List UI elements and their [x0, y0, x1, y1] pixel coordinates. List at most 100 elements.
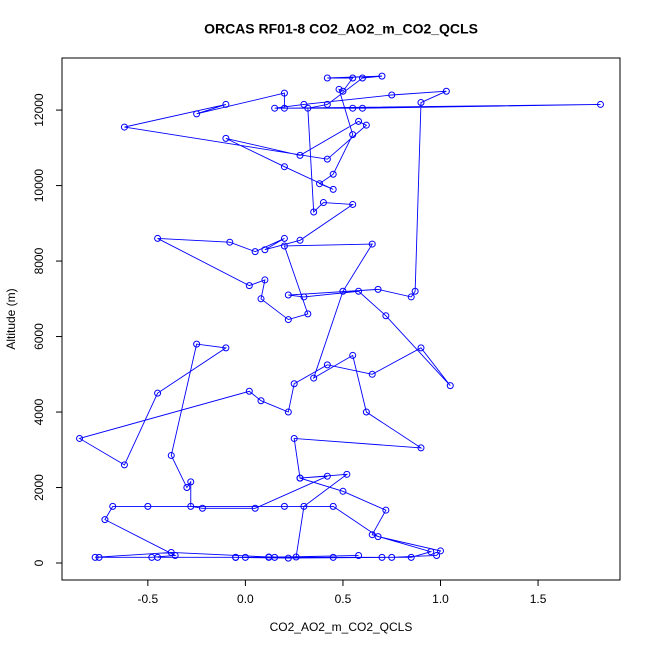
x-tick-label: 1.0	[432, 592, 449, 606]
data-point	[144, 502, 152, 510]
data-point	[280, 502, 288, 510]
data-point	[290, 434, 298, 442]
data-point	[245, 387, 253, 395]
y-tick-label: 2000	[32, 474, 46, 501]
data-point	[280, 89, 288, 97]
data-point	[76, 434, 84, 442]
data-point	[296, 474, 304, 482]
data-point	[417, 99, 425, 107]
data-point	[323, 155, 331, 163]
data-point	[245, 282, 253, 290]
data-point	[183, 484, 191, 492]
data-point	[292, 553, 300, 561]
data-point	[442, 87, 450, 95]
data-point	[280, 104, 288, 112]
data-point	[446, 382, 454, 390]
data-point	[91, 553, 99, 561]
y-tick-label: 4000	[32, 398, 46, 425]
data-point	[358, 74, 366, 82]
data-point	[362, 121, 370, 129]
data-point	[362, 408, 370, 416]
data-point	[323, 100, 331, 108]
data-point	[222, 134, 230, 142]
data-point	[101, 516, 109, 524]
y-tick-label: 12000	[32, 93, 46, 127]
data-point	[193, 340, 201, 348]
data-point	[280, 163, 288, 171]
y-axis-label: Altitude (m)	[4, 288, 18, 349]
data-line	[78, 75, 601, 559]
data-point	[349, 74, 357, 82]
data-point	[323, 361, 331, 369]
data-point	[187, 502, 195, 510]
data-point	[167, 451, 175, 459]
data-point	[167, 548, 175, 556]
data-point	[271, 553, 279, 561]
data-point	[257, 397, 265, 405]
data-point	[284, 316, 292, 324]
data-point	[257, 295, 265, 303]
data-point	[241, 553, 249, 561]
data-point	[355, 117, 363, 125]
data-point	[290, 380, 298, 388]
data-point	[154, 234, 162, 242]
data-point	[427, 548, 435, 556]
data-point	[368, 240, 376, 248]
y-tick-label: 0	[32, 559, 46, 566]
x-tick-label: -0.5	[138, 592, 159, 606]
data-point	[411, 287, 419, 295]
data-point	[323, 472, 331, 480]
data-point	[198, 504, 206, 512]
data-point	[109, 502, 117, 510]
data-point	[120, 123, 128, 131]
data-point	[280, 234, 288, 242]
data-point	[319, 199, 327, 207]
data-point	[329, 553, 337, 561]
data-point	[382, 506, 390, 514]
data-point	[232, 553, 240, 561]
data-point	[261, 246, 269, 254]
data-point	[226, 238, 234, 246]
data-point	[378, 553, 386, 561]
data-point	[355, 551, 363, 559]
x-axis-label: CO2_AO2_m_CO2_QCLS	[270, 620, 413, 634]
data-point	[358, 104, 366, 112]
data-point	[339, 87, 347, 95]
data-point	[335, 85, 343, 93]
data-point	[304, 310, 312, 318]
data-point	[382, 312, 390, 320]
data-point	[339, 287, 347, 295]
y-tick-label: 8000	[32, 247, 46, 274]
data-point	[343, 470, 351, 478]
data-point	[284, 554, 292, 562]
data-point	[222, 100, 230, 108]
data-point	[271, 104, 279, 112]
data-point	[296, 236, 304, 244]
data-point	[339, 487, 347, 495]
data-point	[300, 502, 308, 510]
data-point	[280, 242, 288, 250]
data-point	[95, 553, 103, 561]
data-point	[120, 461, 128, 469]
y-tick-label: 6000	[32, 323, 46, 350]
data-point	[368, 531, 376, 539]
data-point	[310, 374, 318, 382]
data-point	[154, 553, 162, 561]
data-point	[437, 547, 445, 555]
data-point	[407, 293, 415, 301]
data-point	[349, 104, 357, 112]
data-point	[368, 370, 376, 378]
data-point	[349, 131, 357, 139]
data-point	[329, 170, 337, 178]
data-point	[407, 553, 415, 561]
data-point	[329, 185, 337, 193]
data-point	[349, 200, 357, 208]
data-point	[222, 344, 230, 352]
data-point	[433, 551, 441, 559]
data-point	[304, 104, 312, 112]
data-point	[187, 478, 195, 486]
data-point	[316, 180, 324, 188]
data-point	[596, 100, 604, 108]
data-point	[388, 553, 396, 561]
